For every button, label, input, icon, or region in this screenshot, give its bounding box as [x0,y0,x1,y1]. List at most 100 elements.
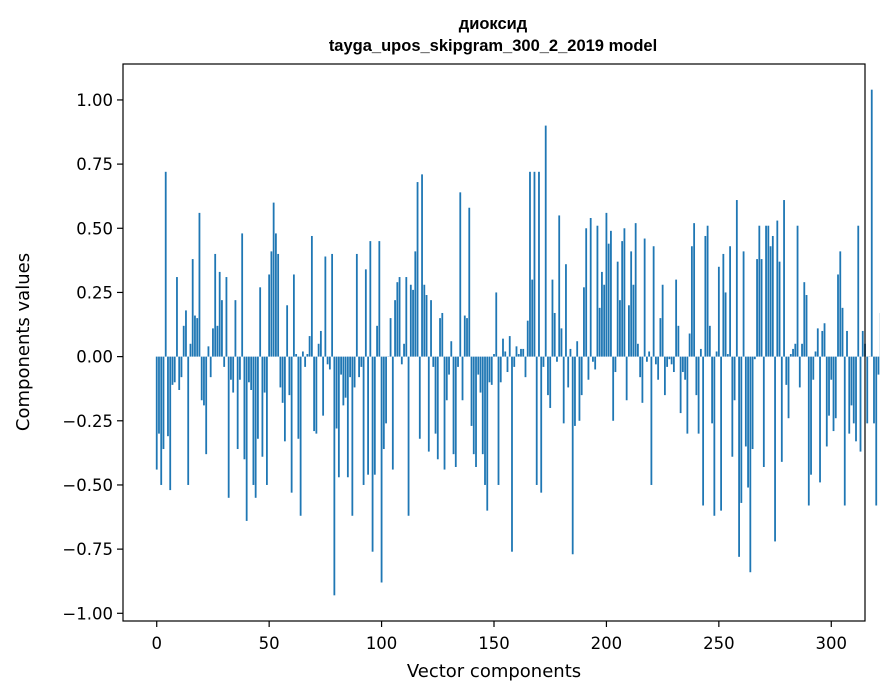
bar [634,223,637,357]
bar [789,354,792,357]
bar [637,343,639,357]
bar [167,356,169,437]
bar [825,356,828,447]
bar [252,356,255,485]
bar [688,333,691,357]
bar [560,328,563,357]
bar [834,356,837,419]
bar [180,356,183,378]
bar [715,351,718,357]
bar [223,356,226,367]
bar [259,287,262,357]
bar [214,253,217,357]
bar [295,354,298,357]
bar [203,356,205,406]
bar [448,356,450,375]
bar [526,320,529,357]
bar [695,356,698,396]
bar [603,284,606,357]
bar [472,356,475,455]
bar [452,356,455,455]
bar [823,323,826,357]
bar [553,312,556,357]
bar [450,341,453,357]
bar [758,225,761,357]
bar [376,325,378,357]
bar [371,356,374,552]
bar [331,253,334,357]
bar [639,356,642,378]
bar [310,235,313,357]
bar [767,225,770,357]
bar [848,356,851,434]
bar [326,356,329,365]
bar [670,356,673,365]
bar [803,282,806,357]
bar [708,325,711,357]
bar [398,277,401,357]
x-tick-label: 250 [703,634,735,653]
bar [756,259,758,357]
bar [601,271,603,357]
bar [475,356,477,467]
bar [380,356,383,583]
bar [461,356,464,401]
bar [506,356,509,373]
bar [544,125,547,357]
bar [729,246,731,357]
bar [162,356,165,450]
bar [531,279,534,357]
bar [340,356,342,375]
bar [569,348,572,357]
bar [677,325,680,357]
bar [425,295,428,357]
bar [722,253,725,357]
bar [396,282,399,357]
y-tick-label: 0.00 [76,348,113,367]
bar [520,348,522,357]
bar [704,235,707,357]
bar [324,256,327,357]
bar [870,89,873,357]
bar [769,246,772,357]
bar [726,354,729,357]
bar [362,356,365,485]
bar [628,305,630,357]
bar [744,356,747,447]
bar [337,356,340,478]
bar [400,356,403,365]
bar [207,346,210,357]
bar [749,356,752,573]
bar [816,328,819,357]
bar [792,348,794,357]
bar [679,356,682,414]
y-tick-label: 1.00 [76,91,113,110]
bar [360,356,363,367]
bar [652,246,655,357]
bar [358,356,360,378]
bar [805,295,808,357]
bar [567,356,570,388]
bar [382,356,385,450]
bar [412,289,414,357]
bar [859,356,862,452]
bar [369,241,372,357]
x-tick-label: 50 [259,634,280,653]
bar [540,356,543,493]
bar [731,356,734,457]
bar [290,356,293,493]
chart-subtitle: tayga_upos_skipgram_300_2_2019 model [329,37,657,55]
bar [614,356,617,373]
bar [517,354,520,357]
bar [632,284,635,357]
bar [648,351,651,357]
bar [663,356,666,396]
bar [281,356,284,403]
bar [675,279,678,357]
bar [158,356,160,434]
y-tick-label: 0.75 [76,155,113,174]
bar [454,356,457,467]
bar [414,251,417,357]
bar [740,356,743,503]
